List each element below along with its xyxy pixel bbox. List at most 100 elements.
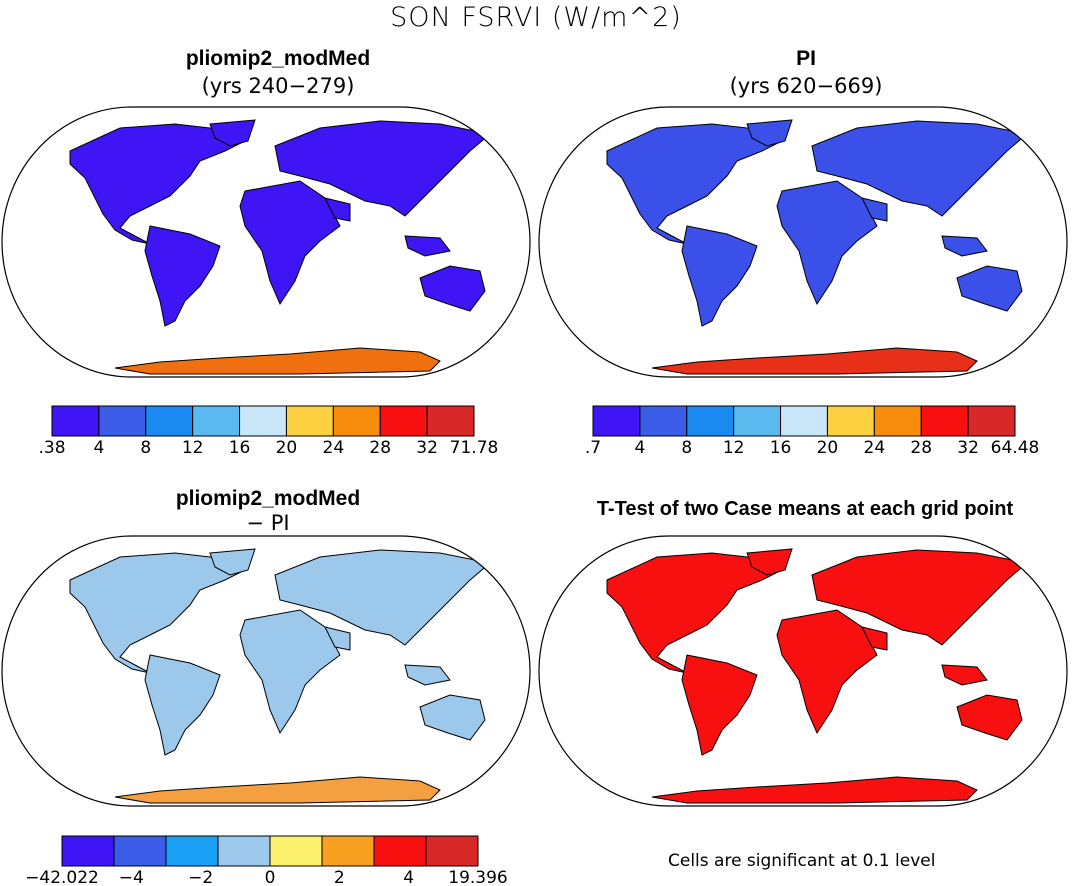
land-arabia bbox=[324, 626, 351, 651]
colorbar-swatch bbox=[373, 835, 427, 867]
land-maritime bbox=[941, 664, 988, 686]
land-antarctica bbox=[114, 776, 441, 804]
colorbar-swatch bbox=[332, 405, 381, 437]
colorbar-tick-label: 8 bbox=[140, 438, 151, 458]
colorbar-swatch bbox=[426, 405, 475, 437]
significance-note: Cells are significant at 0.1 level bbox=[668, 851, 936, 871]
colorbar-tick-label: 0 bbox=[265, 868, 276, 886]
colorbar-swatch bbox=[113, 835, 167, 867]
colorbar-tick-label: 24 bbox=[864, 438, 886, 458]
colorbar-swatch bbox=[217, 835, 271, 867]
colorbar-swatch bbox=[145, 405, 194, 437]
map-outline bbox=[1, 106, 531, 378]
colorbar-swatch bbox=[639, 405, 688, 437]
land-south-america bbox=[681, 225, 758, 327]
colorbar-tick-label: −4 bbox=[119, 868, 144, 886]
colorbar-swatch bbox=[592, 405, 641, 437]
panel-ttest-title: T-Test of two Case means at each grid po… bbox=[596, 498, 1014, 520]
map-outline bbox=[538, 106, 1068, 378]
colorbar-tick-label: 8 bbox=[681, 438, 692, 458]
land-eurasia bbox=[274, 549, 492, 646]
colorbar-tick-label: 20 bbox=[817, 438, 839, 458]
land-australia bbox=[956, 265, 1023, 312]
colorbar-swatch bbox=[873, 405, 922, 437]
land-australia bbox=[956, 694, 1023, 741]
map-ttest bbox=[538, 535, 1068, 807]
colorbar-swatch bbox=[51, 405, 100, 437]
colorbar-model: .38 4 8 12 16 20 24 28 32 71.78 bbox=[38, 405, 498, 458]
colorbar-swatch bbox=[285, 405, 334, 437]
land-south-america bbox=[144, 225, 221, 327]
panel-model-subtitle: (yrs 240−279) bbox=[201, 74, 355, 98]
land-greenland bbox=[746, 548, 793, 576]
map-diff bbox=[1, 535, 531, 807]
colorbar-tick-label: 12 bbox=[723, 438, 745, 458]
colorbar-tick-label: 4 bbox=[93, 438, 104, 458]
land-greenland bbox=[746, 119, 793, 147]
land-eurasia bbox=[811, 549, 1029, 646]
colorbar-tick-label: 32 bbox=[957, 438, 979, 458]
panel-diff-subtitle: − PI bbox=[246, 511, 290, 535]
land-maritime bbox=[941, 235, 988, 257]
colorbar-swatch bbox=[967, 405, 1016, 437]
land-arabia bbox=[324, 197, 351, 222]
colorbar-tick-label: −2 bbox=[188, 868, 213, 886]
panel-pi-title: PI bbox=[796, 47, 816, 70]
land-antarctica bbox=[651, 776, 978, 804]
colorbar-tick-label: 16 bbox=[770, 438, 792, 458]
colorbar-swatch bbox=[733, 405, 782, 437]
colorbar-swatch bbox=[425, 835, 479, 867]
panel-pi-subtitle: (yrs 620−669) bbox=[729, 74, 883, 98]
colorbar-swatch bbox=[269, 835, 323, 867]
colorbar-swatch bbox=[321, 835, 375, 867]
colorbar-tick-label: 16 bbox=[229, 438, 251, 458]
panel-diff-title: pliomip2_modMed bbox=[175, 487, 361, 510]
land-arabia bbox=[861, 626, 888, 651]
colorbar-tick-label: 28 bbox=[369, 438, 391, 458]
land-australia bbox=[419, 694, 486, 741]
colorbar-swatch bbox=[61, 835, 115, 867]
colorbar-tick-label: 12 bbox=[182, 438, 204, 458]
colorbar-tick-label: 2 bbox=[334, 868, 345, 886]
colorbar-tick-label: 4 bbox=[634, 438, 645, 458]
land-maritime bbox=[404, 664, 451, 686]
colorbar-swatch bbox=[379, 405, 428, 437]
land-eurasia bbox=[274, 120, 492, 217]
colorbar-tick-label: 4 bbox=[403, 868, 414, 886]
colorbar-tick-label: .7 bbox=[585, 438, 601, 458]
colorbar-tick-label: .38 bbox=[38, 438, 65, 458]
map-pi bbox=[538, 106, 1068, 378]
land-australia bbox=[419, 265, 486, 312]
colorbar-swatch bbox=[239, 405, 287, 437]
map-model bbox=[1, 106, 531, 378]
colorbar-diff: −42.022 −4 −2 0 2 4 19.396 bbox=[25, 835, 508, 886]
colorbar-tick-label: 24 bbox=[323, 438, 345, 458]
colorbar-tick-label: 20 bbox=[276, 438, 298, 458]
colorbar-swatch bbox=[192, 405, 241, 437]
colorbar-tick-label: 28 bbox=[910, 438, 932, 458]
land-antarctica bbox=[114, 347, 441, 375]
land-eurasia bbox=[811, 120, 1029, 217]
land-south-america bbox=[144, 654, 221, 756]
colorbar-swatch bbox=[98, 405, 147, 437]
land-greenland bbox=[209, 119, 256, 147]
colorbar-tick-label: 71.78 bbox=[450, 438, 499, 458]
colorbar-tick-label: 19.396 bbox=[448, 868, 507, 886]
map-outline bbox=[1, 535, 531, 807]
colorbar-swatch bbox=[920, 405, 969, 437]
colorbar-pi: .7 4 8 12 16 20 24 28 32 64.48 bbox=[585, 405, 1039, 458]
panel-model-title: pliomip2_modMed bbox=[185, 47, 371, 70]
colorbar-swatch bbox=[686, 405, 735, 437]
colorbar-tick-label: 32 bbox=[416, 438, 438, 458]
land-arabia bbox=[861, 197, 888, 222]
colorbar-swatch bbox=[165, 835, 219, 867]
colorbar-swatch bbox=[826, 405, 875, 437]
colorbar-swatch bbox=[780, 405, 828, 437]
map-outline bbox=[538, 535, 1068, 807]
figure-title: SON FSRVI (W/m^2) bbox=[390, 2, 682, 33]
land-south-america bbox=[681, 654, 758, 756]
colorbar-tick-label: −42.022 bbox=[25, 868, 99, 886]
colorbar-tick-label: 64.48 bbox=[991, 438, 1040, 458]
land-greenland bbox=[209, 548, 256, 576]
land-antarctica bbox=[651, 347, 978, 375]
